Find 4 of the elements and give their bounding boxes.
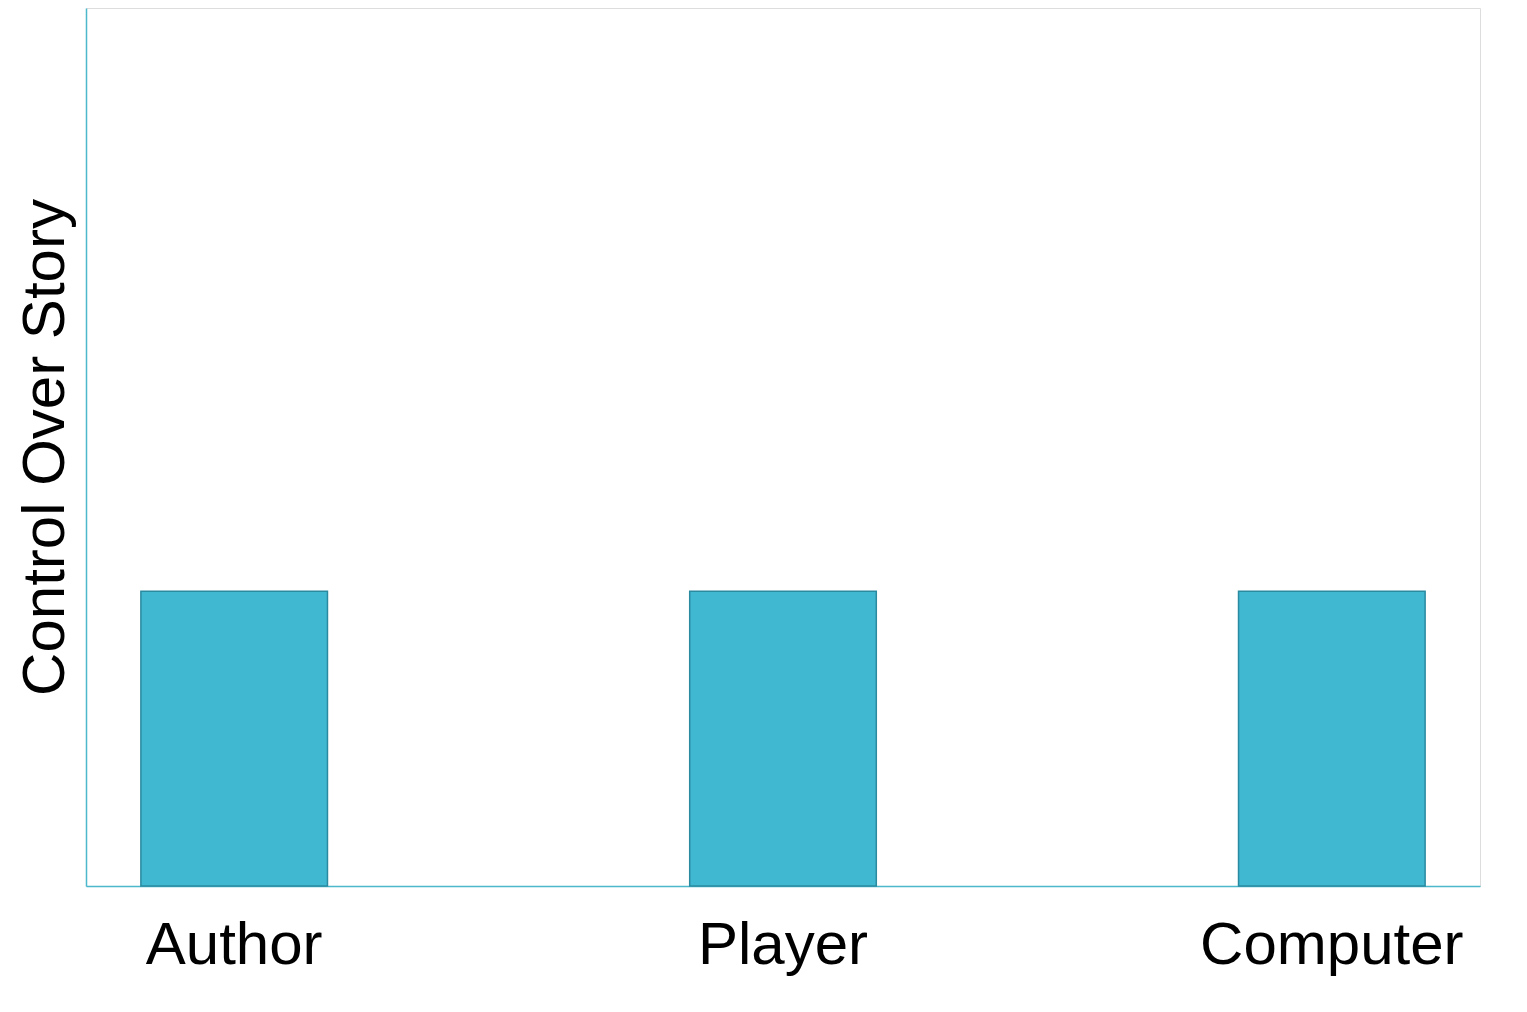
x-tick-label: Author — [145, 909, 323, 977]
y-axis-title: Control Over Story — [9, 199, 77, 696]
x-tick-label: Computer — [1200, 909, 1464, 977]
x-tick-label: Player — [697, 909, 869, 977]
